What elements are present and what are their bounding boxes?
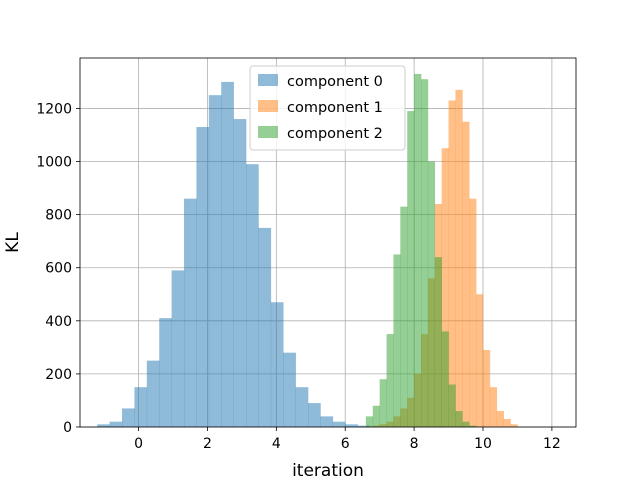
histogram-bar bbox=[414, 73, 422, 428]
y-tick-label: 200 bbox=[45, 367, 72, 383]
histogram-bar bbox=[184, 198, 197, 427]
x-tick-label: 8 bbox=[410, 436, 419, 452]
legend-swatch bbox=[258, 74, 278, 86]
histogram-bar bbox=[496, 411, 504, 427]
histogram-bar bbox=[246, 164, 259, 427]
histogram-bar bbox=[233, 119, 247, 427]
histogram-bar bbox=[357, 425, 371, 427]
histogram-bar bbox=[462, 121, 470, 428]
histogram-bar bbox=[407, 111, 415, 427]
legend-swatch bbox=[258, 100, 278, 112]
histogram-bar bbox=[171, 270, 185, 427]
histogram-bar bbox=[109, 421, 123, 427]
x-tick-label: 12 bbox=[543, 436, 561, 452]
x-tick-label: 10 bbox=[474, 436, 492, 452]
histogram-bar bbox=[97, 424, 110, 427]
histogram-bar bbox=[295, 387, 309, 427]
histogram-bar bbox=[448, 100, 456, 427]
histogram-bar bbox=[489, 387, 498, 427]
histogram-bar bbox=[400, 206, 408, 427]
x-tick-label: 6 bbox=[341, 436, 350, 452]
y-tick-label: 800 bbox=[45, 208, 72, 224]
histogram-bar bbox=[372, 405, 380, 427]
histogram-bar bbox=[308, 403, 321, 427]
histogram-bar bbox=[159, 318, 172, 427]
series-0-bars bbox=[97, 81, 371, 428]
histogram-bar bbox=[208, 95, 222, 427]
histogram-bar bbox=[469, 425, 477, 427]
x-tick-label: 0 bbox=[134, 436, 143, 452]
histogram-bar bbox=[441, 148, 449, 428]
y-tick-label: 600 bbox=[45, 261, 72, 277]
histogram-bar bbox=[345, 424, 358, 427]
histogram-bar bbox=[283, 352, 296, 427]
legend-box bbox=[249, 65, 406, 151]
x-tick-label: 4 bbox=[272, 436, 281, 452]
histogram-bar bbox=[258, 227, 272, 427]
histogram-bar bbox=[510, 424, 518, 427]
histogram-bar bbox=[386, 334, 394, 427]
histogram-bar bbox=[320, 416, 334, 427]
histogram-bar bbox=[393, 254, 401, 427]
plot-area-frame bbox=[79, 57, 577, 428]
legend-label: component 0 bbox=[287, 74, 383, 90]
histogram-bar bbox=[379, 379, 387, 427]
y-tick-label: 0 bbox=[63, 420, 72, 436]
legend: component 0 component 1 component 2 bbox=[249, 65, 406, 151]
histogram-bar bbox=[441, 331, 449, 427]
histogram-bar bbox=[270, 302, 284, 427]
x-axis-label: iteration bbox=[292, 461, 364, 480]
histogram-bar bbox=[476, 294, 484, 427]
histogram-bar bbox=[455, 89, 463, 428]
histogram-bar bbox=[122, 408, 135, 427]
histogram-bar bbox=[221, 81, 234, 427]
histogram-bar bbox=[427, 161, 436, 427]
histogram-bar bbox=[332, 421, 346, 427]
histogram-bar bbox=[134, 387, 148, 427]
legend-swatch bbox=[258, 126, 278, 138]
histogram-bar bbox=[483, 350, 491, 427]
histogram-bars bbox=[97, 73, 518, 428]
histogram-bar bbox=[462, 421, 470, 427]
axis-ticks: 0 2 4 6 8 10 12 0 200 400 600 800 1000 1200 bbox=[36, 101, 560, 452]
histogram-bar bbox=[421, 79, 429, 427]
legend-label: component 2 bbox=[287, 126, 383, 142]
series-2-bars bbox=[365, 73, 477, 428]
y-tick-label: 1200 bbox=[36, 101, 72, 117]
y-axis-label: KL bbox=[3, 232, 23, 253]
histogram-bar bbox=[455, 411, 463, 427]
x-tick-label: 2 bbox=[203, 436, 212, 452]
histogram-bar bbox=[469, 198, 477, 427]
histogram-bar bbox=[365, 416, 374, 427]
histogram-bar bbox=[503, 419, 511, 427]
histogram-bar bbox=[196, 127, 210, 428]
y-tick-label: 1000 bbox=[36, 155, 72, 171]
histogram-bar bbox=[448, 384, 456, 427]
histogram-bar bbox=[434, 257, 442, 427]
histogram-bar bbox=[146, 360, 160, 427]
y-tick-label: 400 bbox=[45, 314, 72, 330]
legend-label: component 1 bbox=[287, 100, 383, 116]
